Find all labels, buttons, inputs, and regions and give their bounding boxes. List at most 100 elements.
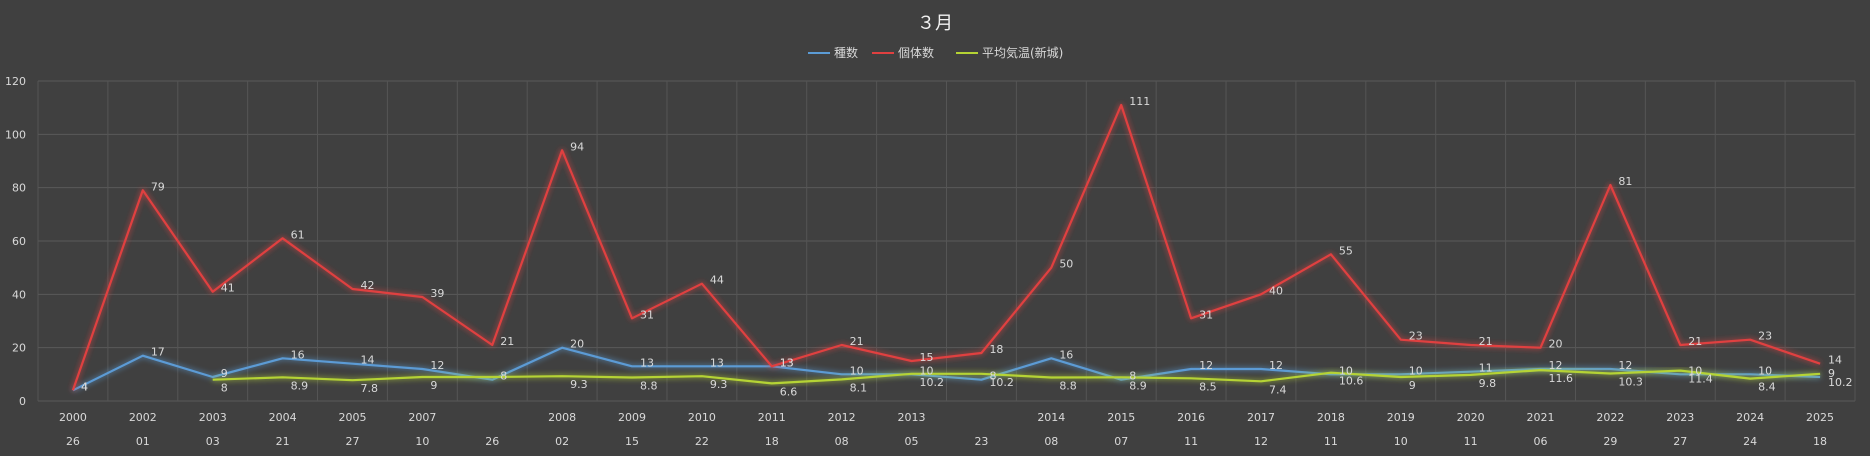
data-label: 9	[1409, 379, 1416, 392]
x-tick-year: 2025	[1806, 411, 1834, 424]
x-tick-day: 08	[1044, 435, 1058, 448]
data-label: 50	[1059, 258, 1073, 271]
data-label: 9.3	[710, 378, 728, 391]
data-label: 12	[1269, 359, 1283, 372]
data-label: 21	[850, 335, 864, 348]
data-label: 13	[640, 356, 654, 369]
x-tick-year: 2003	[199, 411, 227, 424]
x-tick-year: 2000	[59, 411, 87, 424]
data-label: 12	[1549, 359, 1563, 372]
y-axis: 0 20 40 60 80 100 120	[5, 75, 26, 408]
x-tick-year: 2022	[1596, 411, 1624, 424]
data-label: 10	[1339, 364, 1353, 377]
data-label: 42	[360, 279, 374, 292]
chart-title: ３月	[917, 13, 953, 34]
data-label: 94	[570, 140, 584, 153]
data-label: 10.2	[1828, 376, 1853, 389]
data-label: 21	[1479, 335, 1493, 348]
data-label: 20	[570, 338, 584, 351]
x-tick-day: 11	[1324, 435, 1338, 448]
data-label: 18	[989, 343, 1003, 356]
x-tick-year: 2005	[338, 411, 366, 424]
data-label: 8	[500, 370, 507, 383]
x-tick-year: 2010	[688, 411, 716, 424]
x-tick-day: 11	[1184, 435, 1198, 448]
data-label: 61	[291, 228, 305, 241]
data-label: 23	[1409, 330, 1423, 343]
x-tick-day: 10	[415, 435, 429, 448]
data-label: 8.9	[1129, 379, 1147, 392]
data-label: 10	[850, 364, 864, 377]
data-label: 31	[640, 308, 654, 321]
series-line-2	[71, 103, 1821, 391]
y-tick-label: 20	[12, 342, 26, 355]
data-label: 20	[1549, 338, 1563, 351]
x-tick-year: 2020	[1457, 411, 1485, 424]
data-label: 11.4	[1688, 373, 1713, 386]
x-axis: 2000 26 2002 01 2003 03 2004 21 2005 27 2007 10 26 20…	[59, 411, 1834, 448]
legend-label: 個体数	[898, 45, 934, 60]
legend-label: 平均気温(新城)	[982, 45, 1063, 60]
x-tick-year: 2015	[1107, 411, 1135, 424]
x-tick-day: 27	[1673, 435, 1687, 448]
x-tick-year: 2008	[548, 411, 576, 424]
y-tick-label: 80	[12, 182, 26, 195]
x-tick-day: 07	[1114, 435, 1128, 448]
data-label: 13	[780, 356, 794, 369]
data-label: 8.5	[1199, 380, 1217, 393]
data-label: 44	[710, 274, 724, 287]
data-label: 8.4	[1758, 381, 1776, 394]
data-label: 8	[989, 370, 996, 383]
x-tick-year: 2012	[828, 411, 856, 424]
x-tick-day: 23	[974, 435, 988, 448]
data-label: 10	[1688, 364, 1702, 377]
data-label: 41	[221, 282, 235, 295]
data-label: 8	[1129, 370, 1136, 383]
data-label: 11	[1479, 362, 1493, 375]
data-label: 7.4	[1269, 383, 1287, 396]
data-label: 12	[1618, 359, 1632, 372]
x-tick-year: 2007	[408, 411, 436, 424]
x-tick-day: 03	[206, 435, 220, 448]
data-label: 8.8	[640, 380, 658, 393]
y-tick-label: 60	[12, 235, 26, 248]
x-tick-year: 2019	[1387, 411, 1415, 424]
data-label: 15	[920, 351, 934, 364]
data-label: 23	[1758, 330, 1772, 343]
x-tick-day: 06	[1534, 435, 1548, 448]
x-tick-day: 05	[905, 435, 919, 448]
y-tick-label: 0	[19, 395, 26, 408]
x-tick-year: 2011	[758, 411, 786, 424]
x-tick-year: 2018	[1317, 411, 1345, 424]
legend-label: 種数	[834, 45, 858, 60]
x-tick-year: 2016	[1177, 411, 1205, 424]
data-label: 8	[221, 382, 228, 395]
data-label: 16	[1059, 348, 1073, 361]
data-label: 14	[360, 354, 374, 367]
data-label: 12	[1199, 359, 1213, 372]
data-label: 9	[430, 379, 437, 392]
data-label: 16	[291, 348, 305, 361]
x-tick-day: 10	[1394, 435, 1408, 448]
x-tick-day: 02	[555, 435, 569, 448]
data-label: 111	[1129, 95, 1150, 108]
x-tick-year: 2024	[1736, 411, 1764, 424]
x-tick-year: 2002	[129, 411, 157, 424]
data-label: 40	[1269, 284, 1283, 297]
data-label: 10	[1409, 364, 1423, 377]
data-label: 13	[710, 356, 724, 369]
data-label: 6.6	[780, 385, 798, 398]
x-tick-day: 11	[1464, 435, 1478, 448]
data-label: 7.8	[360, 382, 378, 395]
data-label: 12	[430, 359, 444, 372]
data-label: 79	[151, 180, 165, 193]
series-line-1	[72, 346, 1821, 392]
data-label: 4	[81, 380, 88, 393]
x-tick-day: 08	[835, 435, 849, 448]
data-label: 21	[500, 335, 514, 348]
data-label: 8.9	[291, 379, 309, 392]
data-label: 4	[81, 380, 88, 393]
x-tick-year: 2013	[898, 411, 926, 424]
